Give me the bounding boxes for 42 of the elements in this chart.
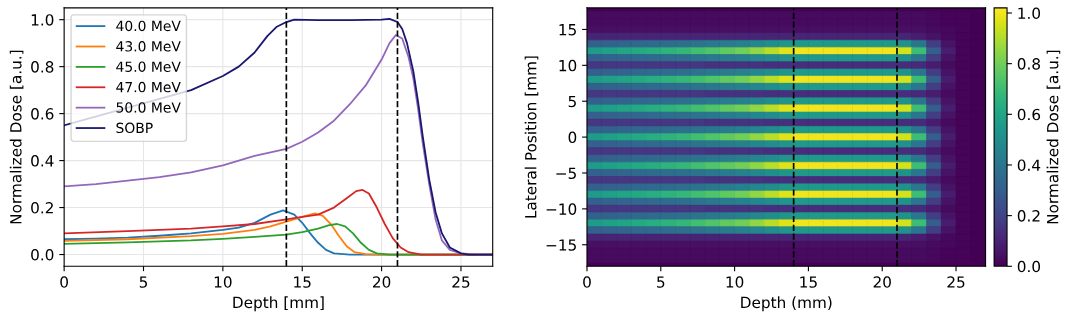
y-tick-label: −10 (546, 203, 577, 215)
x-tick-label: 0 (583, 276, 591, 288)
legend-label: 40.0 MeV (116, 20, 181, 32)
y-tick-label: 0.0 (31, 249, 54, 261)
legend-label: 43.0 MeV (116, 41, 181, 52)
x-tick-label: 15 (800, 276, 817, 288)
legend-label: SOBP (116, 122, 153, 134)
x-axis-title: Depth (mm) (741, 296, 832, 312)
x-tick-label: 25 (452, 276, 470, 288)
x-axis-title: Depth [mm] (233, 296, 324, 312)
x-tick-label: 5 (657, 276, 665, 288)
x-tick-label: 10 (214, 276, 232, 288)
x-tick-label: 15 (294, 276, 311, 288)
legend-label: 47.0 MeV (116, 81, 181, 93)
y-tick-label: 0.2 (31, 202, 53, 214)
color-bar-title: Normalized Dose [a.u.] (1046, 50, 1061, 224)
y-tick-label: −5 (556, 167, 576, 180)
y-axis-title: Normalized Dose [a.u.] (9, 50, 24, 224)
y-tick-label: 15 (559, 24, 576, 36)
y-tick-label: 1.0 (31, 14, 54, 26)
color-bar-label: 0.6 (1017, 108, 1041, 121)
x-tick-label: 20 (873, 276, 891, 288)
y-tick-label: 0.4 (31, 155, 54, 167)
color-bar-label: 0.4 (1017, 159, 1041, 171)
x-tick-label: 0 (60, 276, 68, 288)
x-tick-label: 5 (139, 276, 148, 288)
y-tick-label: 5 (568, 95, 576, 108)
y-axis-title: Lateral Position [mm] (524, 56, 539, 218)
y-tick-label: 10 (559, 59, 577, 72)
legend-label: 45.0 MeV (116, 61, 181, 72)
y-tick-label: 0.8 (31, 61, 54, 73)
y-tick-label: −15 (546, 239, 576, 251)
x-tick-label: 25 (947, 276, 965, 288)
y-tick-label: 0.6 (31, 108, 54, 120)
y-tick-label: 0 (568, 131, 577, 144)
legend-label: 50.0 MeV (116, 102, 181, 113)
x-tick-label: 20 (372, 276, 391, 288)
color-bar-label: 1.0 (1018, 7, 1041, 20)
color-bar-label: 0.0 (1017, 260, 1041, 273)
x-tick-label: 10 (726, 276, 744, 288)
color-bar-label: 0.8 (1017, 58, 1041, 70)
color-bar-label: 0.2 (1017, 210, 1040, 222)
